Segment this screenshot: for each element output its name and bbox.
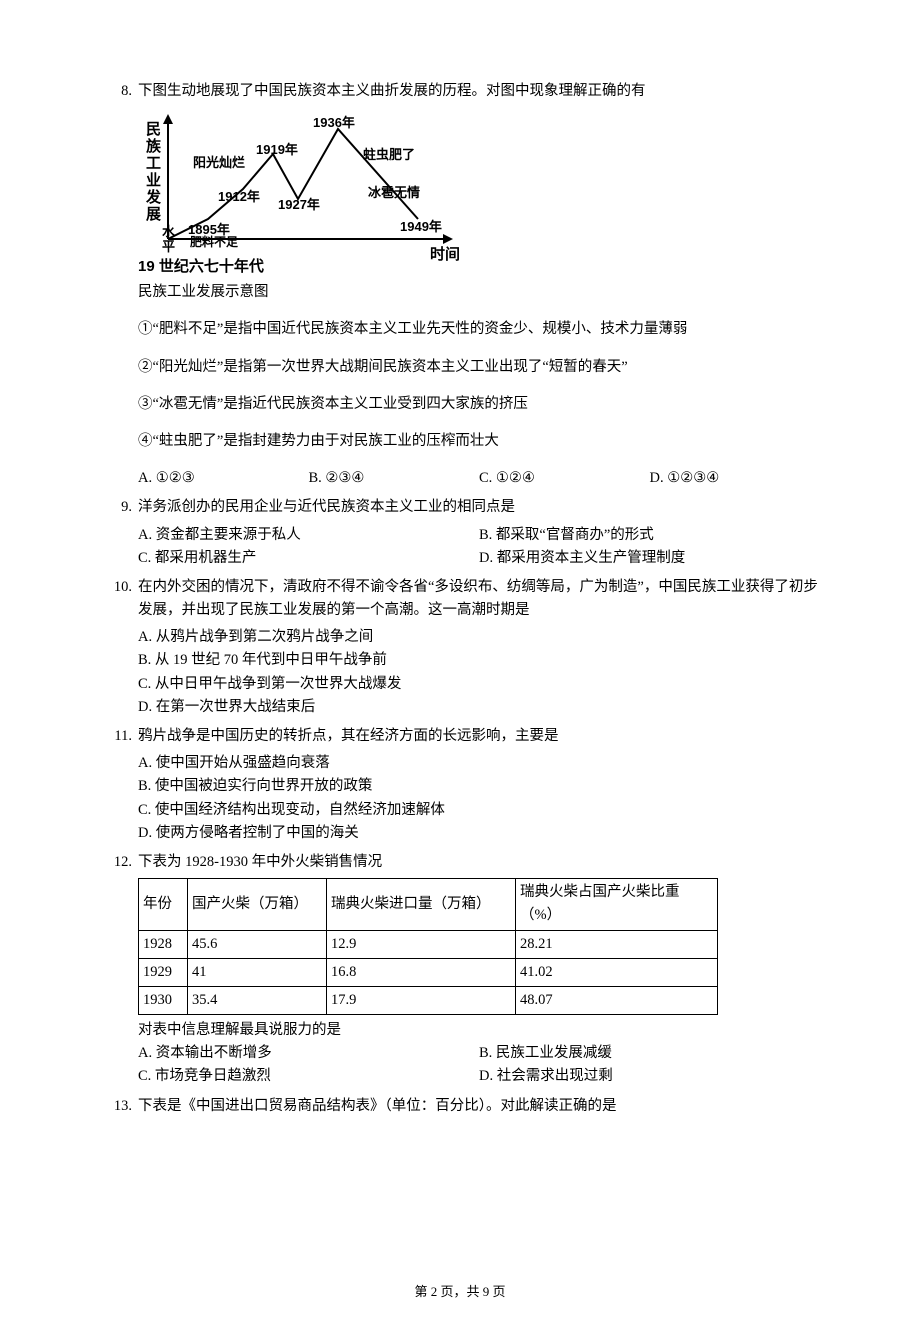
page-footer: 第 2 页，共 9 页 <box>100 1282 820 1303</box>
q12-options: A. 资本输出不断增多 C. 市场竞争日趋激烈 B. 民族工业发展减缓 D. 社… <box>138 1042 820 1088</box>
svg-text:发: 发 <box>145 188 162 206</box>
q10-number: 10. <box>100 576 138 719</box>
svg-text:民: 民 <box>146 121 161 138</box>
q12-opt-b[interactable]: B. 民族工业发展减缓 <box>479 1042 820 1065</box>
svg-text:族: 族 <box>146 137 162 155</box>
table-row: 1930 35.4 17.9 48.07 <box>139 986 718 1014</box>
q12-table: 年份 国产火柴（万箱） 瑞典火柴进口量（万箱） 瑞典火柴占国产火柴比重（%） 1… <box>138 878 718 1015</box>
q11-stem: 鸦片战争是中国历史的转折点，其在经济方面的长远影响，主要是 <box>138 725 820 748</box>
q9-opt-d[interactable]: D. 都采用资本主义生产管理制度 <box>479 547 820 570</box>
th-domestic: 国产火柴（万箱） <box>188 879 327 930</box>
q13-stem: 下表是《中国进出口贸易商品结构表》（单位：百分比）。对此解读正确的是 <box>138 1095 820 1118</box>
q11-opt-d[interactable]: D. 使两方侵略者控制了中国的海关 <box>138 822 820 845</box>
q10-stem: 在内外交困的情况下，清政府不得不谕令各省“多设织布、纺绸等局，广为制造”，中国民… <box>138 576 820 622</box>
question-9: 9. 洋务派创办的民用企业与近代民族资本主义工业的相同点是 A. 资金都主要来源… <box>100 496 820 570</box>
th-import: 瑞典火柴进口量（万箱） <box>327 879 516 930</box>
q9-number: 9. <box>100 496 138 570</box>
th-year: 年份 <box>139 879 188 930</box>
q11-options: A. 使中国开始从强盛趋向衰落 B. 使中国被迫实行向世界开放的政策 C. 使中… <box>138 752 820 845</box>
svg-text:1927年: 1927年 <box>278 197 320 212</box>
q8-number: 8. <box>100 80 138 490</box>
table-row: 1929 41 16.8 41.02 <box>139 958 718 986</box>
q8-s1: ①“肥料不足”是指中国近代民族资本主义工业先天性的资金少、规模小、技术力量薄弱 <box>138 318 820 341</box>
q9-stem: 洋务派创办的民用企业与近代民族资本主义工业的相同点是 <box>138 496 820 519</box>
q12-opt-d[interactable]: D. 社会需求出现过剩 <box>479 1065 820 1088</box>
q12-post: 对表中信息理解最具说服力的是 <box>138 1019 820 1042</box>
svg-text:1949年: 1949年 <box>400 219 442 234</box>
q12-opt-a[interactable]: A. 资本输出不断增多 <box>138 1042 479 1065</box>
svg-text:1919年: 1919年 <box>256 142 298 157</box>
svg-text:阳光灿烂: 阳光灿烂 <box>193 155 245 170</box>
svg-text:平: 平 <box>162 239 175 254</box>
question-8: 8. 下图生动地展现了中国民族资本主义曲折发展的历程。对图中现象理解正确的有 民… <box>100 80 820 490</box>
svg-text:冰雹无情: 冰雹无情 <box>368 185 420 200</box>
svg-text:工: 工 <box>146 155 161 172</box>
q8-chart: 民 族 工 业 发 展 水 平 1895年 1912年 1919年 阳光灿烂 1… <box>138 109 820 279</box>
q8-caption: 民族工业发展示意图 <box>138 281 820 304</box>
svg-text:蛀虫肥了: 蛀虫肥了 <box>363 147 415 162</box>
svg-text:肥料不足: 肥料不足 <box>190 234 238 249</box>
svg-text:1912年: 1912年 <box>218 189 260 204</box>
svg-text:展: 展 <box>146 206 161 223</box>
svg-text:1936年: 1936年 <box>313 115 355 130</box>
question-12: 12. 下表为 1928-1930 年中外火柴销售情况 年份 国产火柴（万箱） … <box>100 851 820 1089</box>
q12-number: 12. <box>100 851 138 1089</box>
q9-opt-c[interactable]: C. 都采用机器生产 <box>138 547 479 570</box>
q8-opt-a[interactable]: A. ①②③ <box>138 467 309 490</box>
q13-number: 13. <box>100 1095 138 1122</box>
q9-opt-b[interactable]: B. 都采取“官督商办”的形式 <box>479 524 820 547</box>
svg-text:时间: 时间 <box>430 245 460 263</box>
q9-opt-a[interactable]: A. 资金都主要来源于私人 <box>138 524 479 547</box>
table-row: 年份 国产火柴（万箱） 瑞典火柴进口量（万箱） 瑞典火柴占国产火柴比重（%） <box>139 879 718 930</box>
q8-opt-c[interactable]: C. ①②④ <box>479 467 650 490</box>
q8-s4: ④“蛀虫肥了”是指封建势力由于对民族工业的压榨而壮大 <box>138 430 820 453</box>
q8-opt-b[interactable]: B. ②③④ <box>309 467 480 490</box>
question-13: 13. 下表是《中国进出口贸易商品结构表》（单位：百分比）。对此解读正确的是 <box>100 1095 820 1122</box>
table-row: 1928 45.6 12.9 28.21 <box>139 930 718 958</box>
q10-opt-a[interactable]: A. 从鸦片战争到第二次鸦片战争之间 <box>138 626 820 649</box>
q10-options: A. 从鸦片战争到第二次鸦片战争之间 B. 从 19 世纪 70 年代到中日甲午… <box>138 626 820 719</box>
q10-opt-c[interactable]: C. 从中日甲午战争到第一次世界大战爆发 <box>138 673 820 696</box>
q8-stem: 下图生动地展现了中国民族资本主义曲折发展的历程。对图中现象理解正确的有 <box>138 80 820 103</box>
question-11: 11. 鸦片战争是中国历史的转折点，其在经济方面的长远影响，主要是 A. 使中国… <box>100 725 820 845</box>
th-ratio: 瑞典火柴占国产火柴比重（%） <box>516 879 718 930</box>
q8-options: A. ①②③ B. ②③④ C. ①②④ D. ①②③④ <box>138 467 820 490</box>
q11-number: 11. <box>100 725 138 845</box>
q10-opt-d[interactable]: D. 在第一次世界大战结束后 <box>138 696 820 719</box>
q12-opt-c[interactable]: C. 市场竞争日趋激烈 <box>138 1065 479 1088</box>
q8-s3: ③“冰雹无情”是指近代民族资本主义工业受到四大家族的挤压 <box>138 393 820 416</box>
q8-opt-d[interactable]: D. ①②③④ <box>650 467 821 490</box>
chart-origin-label: 19 世纪六七十年代 <box>138 255 820 279</box>
q8-s2: ②“阳光灿烂”是指第一次世界大战期间民族资本主义工业出现了“短暂的春天” <box>138 356 820 379</box>
svg-text:业: 业 <box>146 172 161 189</box>
question-10: 10. 在内外交困的情况下，清政府不得不谕令各省“多设织布、纺绸等局，广为制造”… <box>100 576 820 719</box>
q12-stem: 下表为 1928-1930 年中外火柴销售情况 <box>138 851 820 874</box>
q11-opt-b[interactable]: B. 使中国被迫实行向世界开放的政策 <box>138 775 820 798</box>
q10-opt-b[interactable]: B. 从 19 世纪 70 年代到中日甲午战争前 <box>138 649 820 672</box>
q9-options: A. 资金都主要来源于私人 C. 都采用机器生产 B. 都采取“官督商办”的形式… <box>138 524 820 570</box>
q11-opt-a[interactable]: A. 使中国开始从强盛趋向衰落 <box>138 752 820 775</box>
q11-opt-c[interactable]: C. 使中国经济结构出现变动，自然经济加速解体 <box>138 799 820 822</box>
